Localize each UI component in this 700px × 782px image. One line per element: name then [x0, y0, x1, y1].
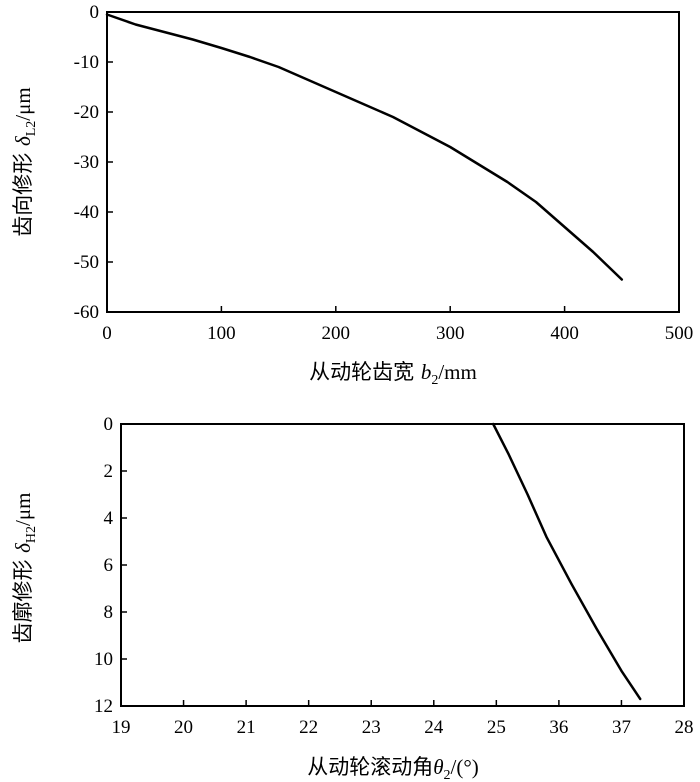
chart-2-x-tick-label: 23 — [362, 717, 381, 738]
chart-2-y-tick-label: 0 — [104, 414, 114, 435]
chart-2-series-line — [491, 422, 642, 701]
chart-2-x-tick-label: 24 — [424, 717, 444, 738]
chart-2-x-tick-label: 36 — [549, 717, 568, 738]
chart-2-y-tick-label: 10 — [94, 649, 113, 670]
chart-1-y-tick-label: -10 — [74, 52, 99, 73]
chart-2-x-tick-label: 37 — [612, 717, 631, 738]
chart-2-y-ticks: 0 2 4 6 8 10 12 — [94, 414, 127, 717]
chart-1-y-tick-label: 0 — [90, 2, 100, 23]
chart-1-y-tick-label: -50 — [74, 252, 99, 273]
chart-1-series-line — [105, 13, 624, 281]
chart-1-x-tick-label: 0 — [102, 323, 112, 344]
chart-1-x-tick-label: 400 — [550, 323, 579, 344]
chart-1-plot-frame — [106, 11, 680, 313]
chart-1-x-tick-label: 500 — [665, 323, 694, 344]
chart-1-y-ticks: 0 -10 -20 -30 -40 -50 -60 — [74, 2, 113, 323]
chart-2-x-tick-label: 22 — [299, 717, 318, 738]
chart-1-x-axis-title: 从动轮齿宽 b2/mm — [309, 360, 477, 388]
chart-2-y-tick-label: 2 — [104, 461, 114, 482]
chart-1-y-axis-title: 齿向修形 δL2/μm — [11, 87, 39, 236]
chart-2-x-tick-label: 25 — [487, 717, 506, 738]
chart-1-x-tick-label: 200 — [322, 323, 351, 344]
chart-1-series — [105, 13, 624, 281]
chart-1-y-tick-label: -20 — [74, 102, 99, 123]
chart-2-y-tick-label: 8 — [104, 602, 114, 623]
chart-2-y-axis-title: 齿廓修形 δH2/μm — [11, 492, 39, 643]
chart-2-x-axis-title: 从动轮滚动角θ2/(°) — [307, 755, 479, 782]
chart-1-y-tick-label: -40 — [74, 202, 99, 223]
chart-1: 0 -10 -20 -30 -40 -50 -60 0 100 200 300 400 500 从动轮… — [11, 2, 693, 388]
chart-1-x-ticks: 0 100 200 300 400 500 — [102, 306, 693, 344]
chart-2-x-tick-label: 19 — [112, 717, 131, 738]
chart-1-x-tick-label: 100 — [207, 323, 236, 344]
chart-1-y-tick-label: -30 — [74, 152, 99, 173]
chart-2-plot-frame — [120, 423, 685, 707]
chart-2-y-tick-label: 12 — [94, 696, 113, 717]
chart-1-x-tick-label: 300 — [436, 323, 465, 344]
chart-2-x-ticks: 19 20 21 22 23 24 25 36 37 28 — [112, 700, 694, 738]
chart-2-y-tick-label: 4 — [104, 508, 114, 529]
chart-2-series — [491, 422, 642, 701]
chart-2-x-tick-label: 20 — [174, 717, 193, 738]
chart-2-x-tick-label: 28 — [675, 717, 694, 738]
chart-1-y-tick-label: -60 — [74, 302, 99, 323]
chart-2-y-tick-label: 6 — [104, 555, 114, 576]
chart-2-x-tick-label: 21 — [237, 717, 256, 738]
